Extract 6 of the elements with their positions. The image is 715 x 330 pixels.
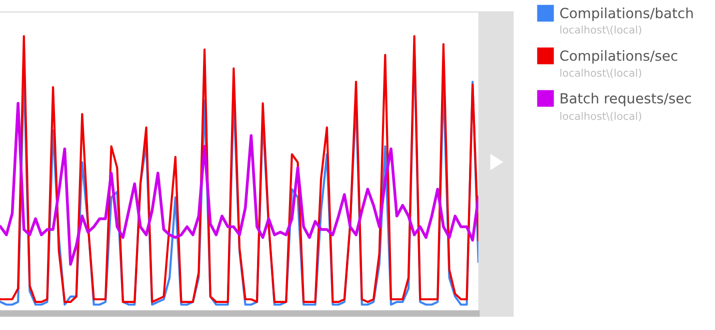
- text: localhost\(local): [560, 68, 642, 78]
- text: localhost\(local): [560, 26, 642, 35]
- legend-label: Batch requests/sec: [560, 92, 691, 106]
- legend-label: Compilations/sec: [560, 50, 678, 64]
- legend-label: Compilations/batch: [560, 8, 693, 21]
- text: localhost\(local): [560, 112, 642, 122]
